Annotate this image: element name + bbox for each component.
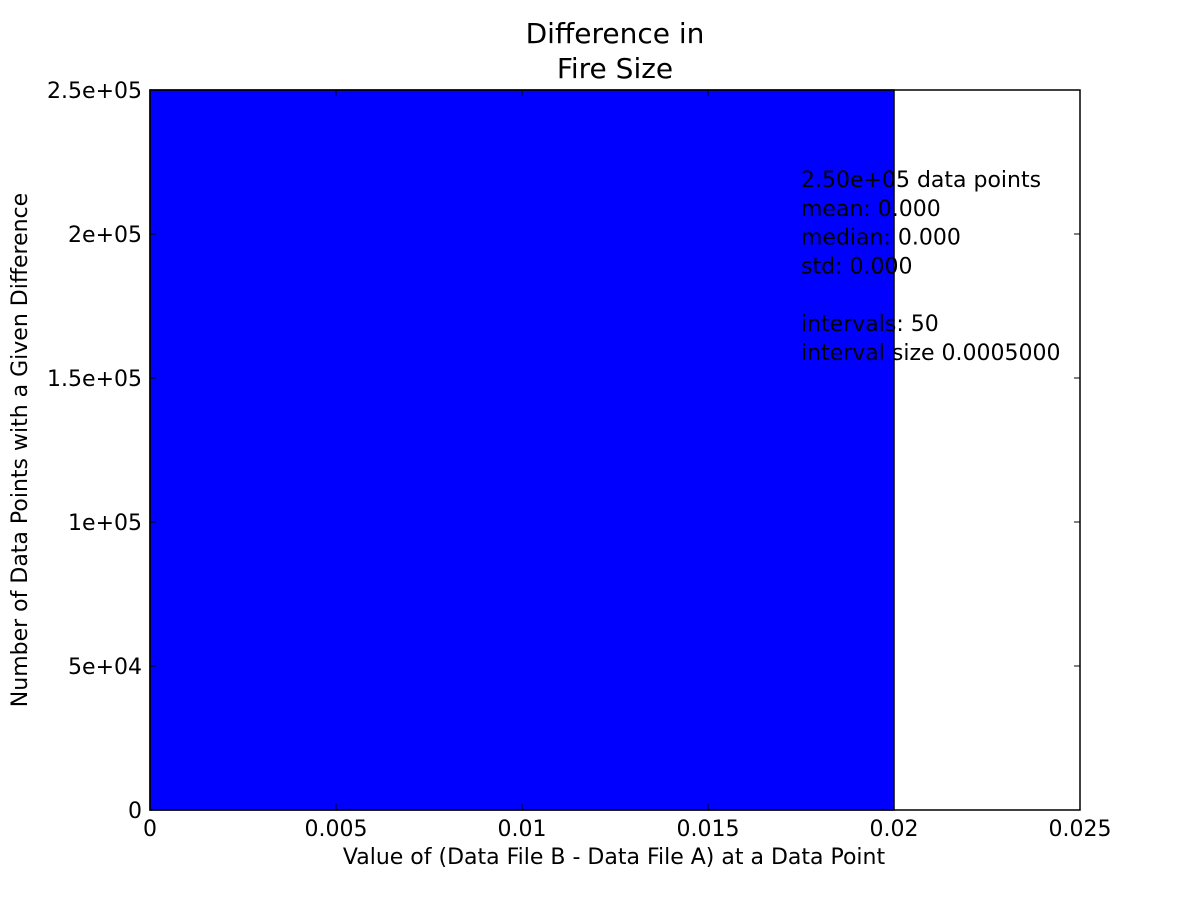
x-tick-label: 0.01 [498, 817, 547, 842]
x-tick-label: 0.025 [1049, 817, 1112, 842]
y-tick-label: 5e+04 [68, 655, 142, 680]
chart-title-line: Fire Size [557, 52, 673, 85]
stats-annotation: 2.50e+05 data points mean: 0.000 median: 0… [801, 168, 1061, 366]
axes [149, 89, 1081, 811]
bars [149, 89, 895, 811]
plot-frame [149, 89, 1081, 811]
x-tick-label: 0.005 [305, 817, 368, 842]
x-tick-label: 0.02 [870, 817, 919, 842]
y-tick-label: 0 [128, 799, 142, 824]
annotation-line: 2.50e+05 data points [801, 168, 1041, 193]
histogram-bar [149, 89, 895, 811]
y-tick-label: 1e+05 [68, 511, 142, 536]
y-tick-label: 2e+05 [68, 223, 142, 248]
x-tick-label: 0 [143, 817, 157, 842]
chart-title-line: Difference in [526, 17, 705, 50]
annotation-line: interval size 0.0005000 [801, 341, 1061, 366]
x-axis-label: Value of (Data File B - Data File A) at … [343, 845, 886, 870]
x-tick-label: 0.015 [677, 817, 740, 842]
annotation-line: std: 0.000 [801, 254, 912, 279]
y-tick-label: 1.5e+05 [47, 367, 142, 392]
annotation-line: median: 0.000 [801, 226, 961, 251]
annotation-line: mean: 0.000 [801, 197, 941, 222]
y-tick-label: 2.5e+05 [47, 79, 142, 104]
annotation-line: intervals: 50 [801, 312, 939, 337]
y-axis-label: Number of Data Points with a Given Diffe… [8, 193, 33, 707]
ticks: 0 0.005 0.01 0.015 0.02 0.025 0 5e+04 1e+05 1.5e+… [47, 79, 1111, 842]
